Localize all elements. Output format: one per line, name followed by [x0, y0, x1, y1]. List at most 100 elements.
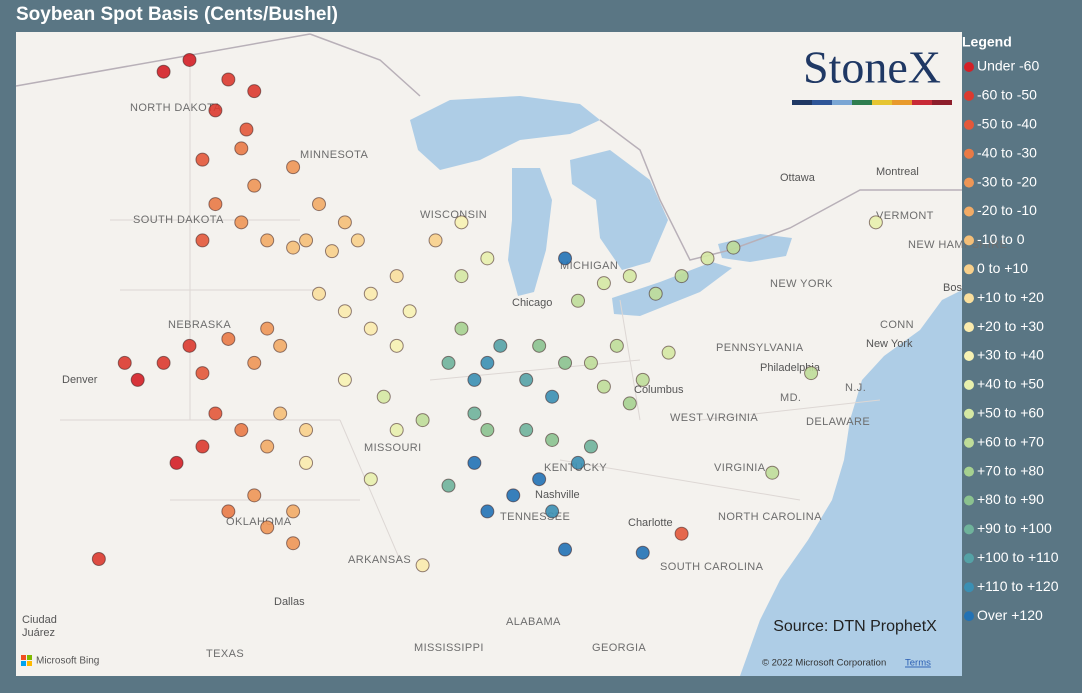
data-point — [363, 472, 378, 487]
data-point — [596, 276, 611, 291]
state-line — [60, 60, 881, 561]
map-label: VERMONT — [876, 210, 934, 222]
logo-bar — [872, 100, 892, 105]
data-point — [195, 233, 210, 248]
data-point — [635, 372, 650, 387]
logo-bar — [852, 100, 872, 105]
data-point — [312, 286, 326, 301]
legend-swatch — [964, 322, 974, 333]
data-point — [260, 520, 275, 535]
data-point — [622, 269, 637, 284]
data-point — [441, 478, 456, 493]
data-points — [91, 52, 883, 573]
data-point — [454, 321, 469, 336]
data-point — [868, 215, 883, 230]
data-point — [532, 472, 547, 487]
map-label: MISSISSIPPI — [414, 642, 484, 654]
brand: Microsoft Bing — [36, 656, 99, 667]
data-point — [648, 286, 663, 301]
legend-title: Legend — [962, 34, 1012, 50]
legend-label: +10 to +20 — [977, 289, 1044, 305]
legend-swatch — [964, 553, 974, 564]
data-point — [299, 233, 314, 248]
legend-swatch — [964, 466, 974, 477]
data-point — [312, 197, 326, 212]
map-label: MISSOURI — [364, 442, 422, 454]
data-point — [519, 372, 534, 387]
legend-label: Under -60 — [977, 58, 1039, 74]
legend-label: +70 to +80 — [977, 462, 1044, 478]
legend-swatch — [964, 437, 974, 448]
map-label: MD. — [780, 392, 801, 404]
data-point — [545, 504, 560, 519]
data-point — [609, 338, 624, 353]
legend: Legend Under -60 -60 to -50 -50 to -40 -40 … — [962, 34, 1059, 623]
data-point — [286, 160, 301, 175]
data-point — [221, 331, 236, 346]
legend-label: -10 to 0 — [977, 231, 1025, 247]
map-label: Juárez — [22, 627, 55, 639]
map-label: PENNSYLVANIA — [716, 342, 804, 354]
legend-swatch — [964, 148, 974, 159]
logo: StoneX — [792, 42, 952, 105]
data-point — [337, 215, 352, 230]
data-point — [635, 545, 650, 560]
legend-swatch — [964, 264, 974, 275]
source: Source: DTN ProphetX — [773, 618, 937, 635]
logo-bar — [892, 100, 912, 105]
data-point — [674, 269, 689, 284]
map-label: ARKANSAS — [348, 554, 411, 566]
map-label: Denver — [62, 374, 98, 386]
data-point — [519, 423, 534, 438]
data-point — [558, 355, 573, 370]
data-point — [247, 488, 262, 503]
data-point — [169, 455, 184, 470]
legend-label: +80 to +90 — [977, 491, 1044, 507]
data-point — [239, 122, 254, 137]
map-label: Nashville — [535, 489, 580, 501]
map-label: Ciudad — [22, 614, 57, 626]
data-point — [234, 141, 249, 156]
bing-badge: Microsoft Bing — [21, 655, 99, 667]
map-area — [15, 32, 962, 676]
data-point — [195, 439, 210, 454]
data-point — [571, 455, 585, 470]
legend-swatch — [964, 408, 974, 419]
data-point — [558, 542, 573, 557]
data-point — [571, 293, 585, 308]
data-point — [299, 455, 314, 470]
data-point — [234, 215, 249, 230]
map-label: Bos — [943, 282, 962, 294]
data-point — [363, 321, 378, 336]
data-point — [208, 197, 223, 212]
map-label: ALABAMA — [506, 616, 561, 628]
data-point — [376, 389, 391, 404]
copyright: © 2022 Microsoft Corporation — [762, 658, 886, 669]
data-point — [247, 84, 262, 99]
data-point — [286, 504, 301, 519]
map-label: N.J. — [845, 382, 866, 394]
data-point — [454, 269, 469, 284]
data-point — [700, 251, 715, 266]
legend-swatch — [964, 495, 974, 506]
data-point — [596, 379, 611, 394]
data-point — [221, 504, 236, 519]
legend-label: +60 to +70 — [977, 433, 1044, 449]
data-point — [156, 64, 171, 79]
data-point — [726, 240, 741, 255]
terms-link[interactable]: Terms — [905, 658, 931, 669]
legend-label: -50 to -40 — [977, 116, 1037, 132]
data-point — [208, 103, 223, 118]
data-point — [480, 423, 495, 438]
data-point — [545, 389, 560, 404]
data-point — [234, 423, 249, 438]
legend-label: +100 to +110 — [977, 549, 1059, 565]
map-label: WISCONSIN — [420, 209, 487, 221]
legend-label: +20 to +30 — [977, 318, 1044, 334]
data-point — [402, 304, 417, 319]
data-point — [182, 338, 197, 353]
data-point — [389, 338, 404, 353]
icon — [21, 661, 26, 666]
data-point — [221, 72, 236, 87]
